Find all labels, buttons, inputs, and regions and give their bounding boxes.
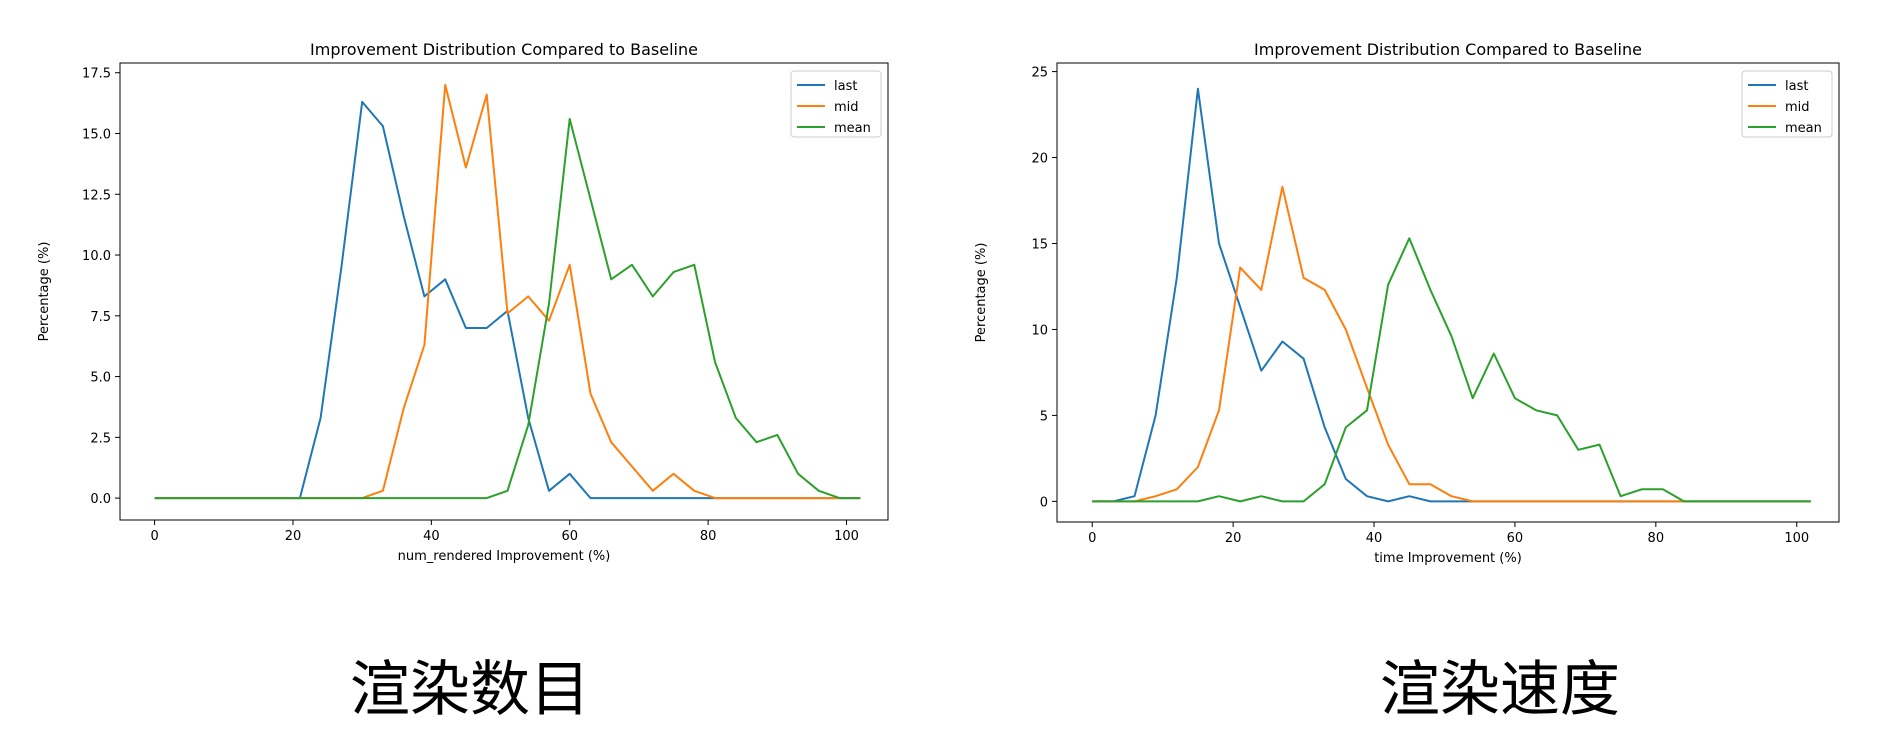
y-tick-label: 10.0 bbox=[82, 249, 111, 264]
y-tick-label: 12.5 bbox=[82, 188, 111, 203]
x-axis-label: time Improvement (%) bbox=[1374, 551, 1522, 566]
series-lines bbox=[154, 83, 861, 500]
chart-title: Improvement Distribution Compared to Bas… bbox=[1254, 40, 1642, 59]
legend-label-mid: mid bbox=[834, 100, 859, 115]
y-tick-label: 25 bbox=[1031, 66, 1048, 81]
y-tick-label: 15 bbox=[1031, 238, 1048, 253]
y-tick-label: 0.0 bbox=[90, 492, 111, 507]
series-line-mid bbox=[154, 83, 861, 500]
legend-label-mean: mean bbox=[834, 121, 871, 136]
y-tick-label: 20 bbox=[1031, 152, 1048, 167]
y-axis-label: Percentage (%) bbox=[974, 243, 989, 343]
chart-time: Improvement Distribution Compared to Bas… bbox=[974, 40, 1840, 566]
x-tick-label: 80 bbox=[700, 529, 717, 544]
x-tick-label: 60 bbox=[561, 529, 578, 544]
legend: last mid mean bbox=[790, 70, 882, 138]
caption-right: 渲染速度 bbox=[1380, 655, 1620, 725]
x-axis-label: num_rendered Improvement (%) bbox=[398, 549, 611, 564]
y-tick-label: 17.5 bbox=[82, 67, 111, 82]
legend-label-mid: mid bbox=[1785, 100, 1810, 115]
legend-box bbox=[1741, 70, 1833, 138]
x-tick-label: 60 bbox=[1507, 531, 1524, 546]
x-tick-label: 0 bbox=[1088, 531, 1096, 546]
x-tick-label: 80 bbox=[1648, 531, 1665, 546]
series-line-mean bbox=[154, 117, 861, 500]
legend-box bbox=[790, 70, 882, 138]
plot-frame bbox=[119, 62, 889, 521]
y-tick-label: 5.0 bbox=[90, 371, 111, 386]
series-line-last bbox=[1092, 87, 1811, 503]
legend-label-last: last bbox=[1785, 79, 1808, 94]
y-tick-label: 7.5 bbox=[90, 310, 111, 325]
series-line-mean bbox=[1092, 237, 1811, 503]
legend-label-last: last bbox=[834, 79, 857, 94]
y-tick-label: 2.5 bbox=[90, 431, 111, 446]
x-tick-label: 100 bbox=[1784, 531, 1809, 546]
series-line-mid bbox=[1092, 185, 1811, 503]
x-tick-label: 20 bbox=[1225, 531, 1242, 546]
chart-title: Improvement Distribution Compared to Bas… bbox=[310, 40, 698, 59]
legend: last mid mean bbox=[1741, 70, 1833, 138]
x-tick-label: 0 bbox=[150, 529, 158, 544]
y-tick-label: 15.0 bbox=[82, 127, 111, 142]
y-tick-label: 0 bbox=[1040, 495, 1048, 510]
figure: Improvement Distribution Compared to Bas… bbox=[37, 40, 1840, 566]
x-tick-label: 20 bbox=[285, 529, 302, 544]
plot-frame bbox=[1056, 62, 1840, 523]
x-tick-label: 40 bbox=[1366, 531, 1383, 546]
legend-label-mean: mean bbox=[1785, 121, 1822, 136]
chart-num-rendered: Improvement Distribution Compared to Bas… bbox=[37, 40, 889, 564]
x-tick-label: 40 bbox=[423, 529, 440, 544]
y-axis-label: Percentage (%) bbox=[37, 242, 52, 342]
series-lines bbox=[1092, 87, 1811, 503]
y-tick-label: 5 bbox=[1040, 409, 1048, 424]
caption-left: 渲染数目 bbox=[350, 655, 590, 725]
y-tick-label: 10 bbox=[1031, 323, 1048, 338]
x-tick-label: 100 bbox=[834, 529, 859, 544]
